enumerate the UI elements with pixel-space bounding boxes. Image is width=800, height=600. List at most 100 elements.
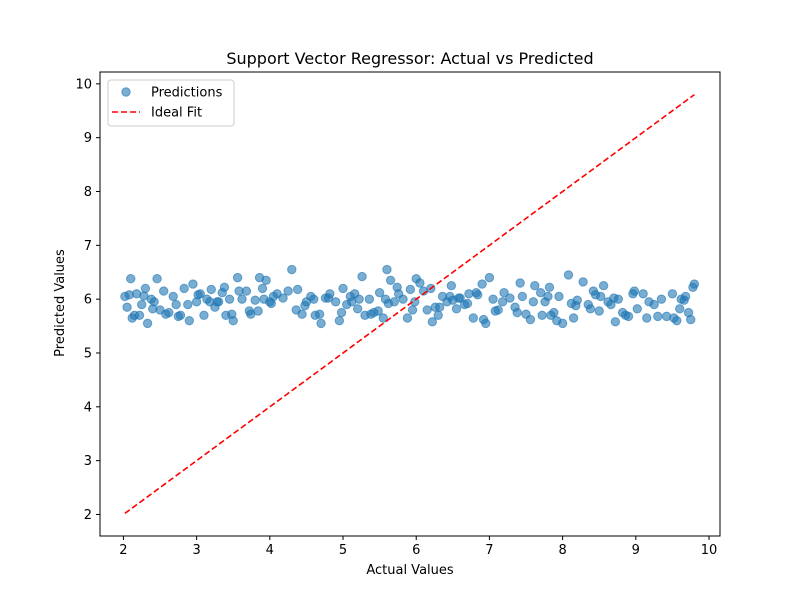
prediction-point (537, 310, 547, 321)
prediction-point (398, 294, 408, 304)
legend-label: Predictions (151, 86, 223, 101)
prediction-point (488, 294, 498, 304)
prediction-point (168, 291, 178, 302)
prediction-point (193, 290, 203, 300)
prediction-point (287, 264, 297, 275)
prediction-point (253, 306, 263, 316)
prediction-point (544, 282, 555, 293)
x-tick-label: 3 (192, 543, 200, 558)
prediction-point (427, 317, 438, 327)
y-tick-label: 2 (84, 508, 92, 523)
prediction-point (595, 291, 606, 302)
prediction-point (292, 284, 303, 295)
prediction-point (278, 293, 288, 303)
prediction-point (227, 309, 237, 319)
prediction-point (122, 302, 132, 312)
prediction-point (385, 275, 396, 286)
prediction-point (675, 304, 685, 314)
prediction-point (334, 315, 345, 326)
prediction-point (499, 287, 509, 298)
chart-title: Support Vector Regressor: Actual vs Pred… (226, 49, 593, 68)
prediction-point (629, 286, 640, 296)
y-tick-label: 6 (84, 293, 92, 308)
legend-marker-predictions (121, 87, 131, 97)
y-axis: 2 3 4 5 6 7 8 9 10 (75, 77, 100, 523)
prediction-point (331, 297, 341, 307)
prediction-point (598, 280, 609, 291)
prediction-point (563, 270, 574, 280)
prediction-point (224, 294, 235, 304)
prediction-point (137, 299, 147, 310)
prediction-point (689, 279, 700, 289)
prediction-point (148, 304, 158, 314)
prediction-point (462, 298, 473, 309)
prediction-point (667, 289, 678, 299)
y-tick-label: 5 (84, 346, 92, 361)
prediction-point (515, 278, 525, 288)
prediction-point (585, 304, 596, 314)
prediction-point (297, 309, 307, 319)
prediction-point (606, 299, 616, 310)
plot-area (99, 71, 721, 537)
prediction-point (338, 283, 348, 294)
prediction-point (653, 311, 663, 322)
prediction-point (656, 294, 667, 304)
y-tick-label: 7 (84, 239, 92, 254)
prediction-point (124, 290, 134, 300)
prediction-point (378, 313, 388, 323)
x-tick-label: 7 (485, 543, 493, 558)
prediction-point (139, 291, 149, 301)
prediction-point (179, 283, 189, 294)
prediction-point (283, 286, 293, 296)
x-tick-label: 4 (266, 543, 274, 558)
prediction-point (300, 300, 310, 311)
prediction-point (528, 297, 539, 307)
prediction-point (366, 309, 376, 319)
prediction-point (232, 272, 243, 283)
prediction-point (620, 310, 631, 321)
prediction-point (380, 294, 391, 304)
prediction-point (183, 299, 193, 310)
y-tick-label: 8 (84, 185, 92, 200)
plot-marks (120, 93, 700, 515)
prediction-point (610, 317, 621, 327)
prediction-point (505, 293, 515, 303)
prediction-point (669, 313, 679, 323)
prediction-point (477, 279, 487, 289)
prediction-point (568, 313, 579, 323)
prediction-point (259, 294, 269, 304)
prediction-point (129, 310, 140, 321)
predictions-series (120, 264, 700, 329)
prediction-point (184, 315, 195, 326)
prediction-point (374, 287, 385, 298)
prediction-point (173, 311, 184, 322)
prediction-point (257, 283, 268, 294)
prediction-point (234, 286, 244, 296)
prediction-point (402, 313, 413, 323)
prediction-point (250, 295, 260, 305)
prediction-point (451, 304, 462, 314)
prediction-point (679, 295, 689, 305)
prediction-point (535, 287, 546, 298)
prediction-point (336, 307, 347, 318)
prediction-point (686, 314, 696, 325)
x-tick-label: 2 (119, 543, 127, 558)
prediction-point (140, 283, 151, 294)
prediction-point (244, 306, 255, 316)
prediction-point (484, 272, 495, 283)
prediction-point (219, 282, 230, 293)
prediction-point (161, 309, 171, 319)
prediction-point (415, 278, 425, 288)
prediction-point (525, 314, 536, 325)
legend-box (107, 79, 235, 127)
ideal-fit-line (124, 93, 695, 515)
prediction-point (352, 304, 363, 314)
prediction-point (171, 299, 181, 310)
prediction-point (382, 264, 392, 275)
prediction-point (392, 282, 402, 293)
x-tick-label: 10 (701, 543, 718, 558)
y-tick-label: 9 (84, 131, 92, 146)
prediction-point (649, 299, 659, 310)
